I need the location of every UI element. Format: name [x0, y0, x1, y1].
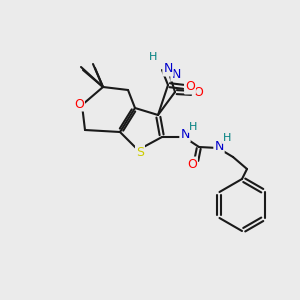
Text: O: O [185, 80, 195, 94]
Text: N: N [163, 62, 173, 76]
Text: N: N [171, 68, 181, 80]
Text: N: N [214, 140, 224, 152]
Text: O: O [187, 158, 197, 170]
Text: O: O [74, 98, 84, 110]
Text: H: H [189, 122, 197, 132]
Text: S: S [136, 146, 144, 158]
Text: N: N [180, 128, 190, 142]
Text: H: H [223, 133, 231, 143]
Text: H: H [149, 52, 157, 62]
Text: H: H [164, 63, 172, 73]
Text: O: O [193, 86, 203, 100]
